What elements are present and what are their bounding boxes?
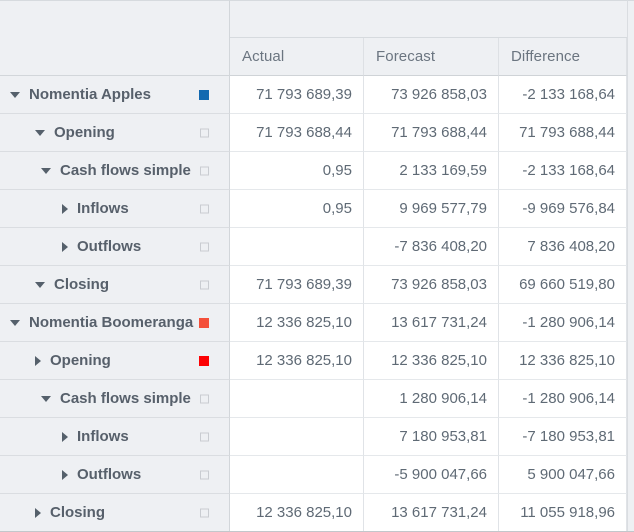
triangle-right-icon[interactable] (35, 507, 41, 518)
triangle-down-icon[interactable] (10, 91, 20, 98)
difference-value-cell[interactable]: 11 055 918,96 (499, 494, 627, 532)
forecast-value-cell[interactable]: 2 133 169,59 (364, 152, 499, 190)
forecast-value-cell[interactable]: 1 280 906,14 (364, 380, 499, 418)
tree-row-label[interactable]: Cash flows simple (0, 152, 230, 190)
tree-row-label-text: Nomentia Boomeranga (29, 314, 194, 331)
forecast-value-cell[interactable]: 73 926 858,03 (364, 76, 499, 114)
forecast-value-cell[interactable]: -7 836 408,20 (364, 228, 499, 266)
triangle-down-icon[interactable] (35, 129, 45, 136)
tree-row-label[interactable]: Nomentia Apples (0, 76, 230, 114)
actual-value-cell[interactable] (230, 380, 364, 418)
status-marker-outline-icon (200, 204, 209, 213)
forecast-value-cell[interactable]: 13 617 731,24 (364, 494, 499, 532)
forecast-value-cell[interactable]: 9 969 577,79 (364, 190, 499, 228)
status-marker-outline-icon (200, 242, 209, 251)
tree-row-label-text: Nomentia Apples (29, 86, 151, 103)
difference-value-cell[interactable]: 71 793 688,44 (499, 114, 627, 152)
forecast-value-cell[interactable]: 7 180 953,81 (364, 418, 499, 456)
tree-row-label-text: Outflows (77, 466, 142, 483)
forecast-value-cell[interactable]: 12 336 825,10 (364, 342, 499, 380)
header-band (230, 0, 627, 38)
difference-value-cell[interactable]: -9 969 576,84 (499, 190, 627, 228)
difference-value-cell[interactable]: 7 836 408,20 (499, 228, 627, 266)
status-marker-outline-icon (200, 128, 209, 137)
tree-row-label[interactable]: Nomentia Boomeranga (0, 304, 230, 342)
status-marker-outline-icon (200, 166, 209, 175)
status-marker-outline-icon (200, 394, 209, 403)
column-header-difference[interactable]: Difference (499, 38, 627, 76)
difference-value-cell[interactable]: -1 280 906,14 (499, 380, 627, 418)
column-header-actual[interactable]: Actual (230, 38, 364, 76)
difference-value-cell[interactable]: -2 133 168,64 (499, 152, 627, 190)
status-marker-outline-icon (200, 470, 209, 479)
difference-value-cell[interactable]: 5 900 047,66 (499, 456, 627, 494)
actual-value-cell[interactable] (230, 456, 364, 494)
actual-value-cell[interactable]: 0,95 (230, 152, 364, 190)
tree-row-label[interactable]: Opening (0, 114, 230, 152)
triangle-down-icon[interactable] (41, 395, 51, 402)
difference-value-cell[interactable]: -7 180 953,81 (499, 418, 627, 456)
actual-value-cell[interactable]: 71 793 689,39 (230, 266, 364, 304)
triangle-down-icon[interactable] (35, 281, 45, 288)
triangle-right-icon[interactable] (62, 203, 68, 214)
tree-row-label[interactable]: Outflows (0, 456, 230, 494)
actual-value-cell[interactable] (230, 228, 364, 266)
tree-row-label[interactable]: Cash flows simple (0, 380, 230, 418)
status-marker-outline-icon (200, 508, 209, 517)
difference-value-cell[interactable]: -2 133 168,64 (499, 76, 627, 114)
tree-row-label-text: Opening (50, 352, 111, 369)
actual-value-cell[interactable]: 0,95 (230, 190, 364, 228)
actual-value-cell[interactable]: 12 336 825,10 (230, 304, 364, 342)
actual-value-cell[interactable]: 12 336 825,10 (230, 342, 364, 380)
actual-value-cell[interactable]: 12 336 825,10 (230, 494, 364, 532)
column-header-forecast[interactable]: Forecast (364, 38, 499, 76)
actual-value-cell[interactable] (230, 418, 364, 456)
difference-value-cell[interactable]: -1 280 906,14 (499, 304, 627, 342)
tree-row-label-text: Inflows (77, 428, 129, 445)
actual-value-cell[interactable]: 71 793 689,39 (230, 76, 364, 114)
status-marker-red-icon (199, 355, 209, 366)
tree-row-label[interactable]: Opening (0, 342, 230, 380)
forecast-value-cell[interactable]: 73 926 858,03 (364, 266, 499, 304)
tree-row-label-text: Outflows (77, 238, 142, 255)
status-marker-blue-icon (199, 89, 209, 100)
difference-value-cell[interactable]: 69 660 519,80 (499, 266, 627, 304)
triangle-down-icon[interactable] (10, 319, 20, 326)
tree-row-label[interactable]: Outflows (0, 228, 230, 266)
triangle-right-icon[interactable] (62, 469, 68, 480)
triangle-right-icon[interactable] (35, 355, 41, 366)
tree-row-label[interactable]: Inflows (0, 418, 230, 456)
tree-row-label-text: Inflows (77, 200, 129, 217)
tree-row-label-text: Closing (54, 276, 109, 293)
triangle-right-icon[interactable] (62, 241, 68, 252)
tree-row-label[interactable]: Closing (0, 494, 230, 532)
forecast-value-cell[interactable]: 71 793 688,44 (364, 114, 499, 152)
difference-value-cell[interactable]: 12 336 825,10 (499, 342, 627, 380)
tree-row-label[interactable]: Inflows (0, 190, 230, 228)
tree-row-label[interactable]: Closing (0, 266, 230, 304)
status-marker-orange-icon (199, 317, 209, 328)
status-marker-outline-icon (200, 280, 209, 289)
right-gutter (627, 0, 634, 532)
tree-row-label-text: Opening (54, 124, 115, 141)
triangle-down-icon[interactable] (41, 167, 51, 174)
forecast-value-cell[interactable]: 13 617 731,24 (364, 304, 499, 342)
corner-header-cell (0, 0, 230, 76)
actual-value-cell[interactable]: 71 793 688,44 (230, 114, 364, 152)
status-marker-outline-icon (200, 432, 209, 441)
tree-row-label-text: Cash flows simple (60, 162, 191, 179)
tree-row-label-text: Cash flows simple (60, 390, 191, 407)
triangle-right-icon[interactable] (62, 431, 68, 442)
forecast-value-cell[interactable]: -5 900 047,66 (364, 456, 499, 494)
tree-row-label-text: Closing (50, 504, 105, 521)
